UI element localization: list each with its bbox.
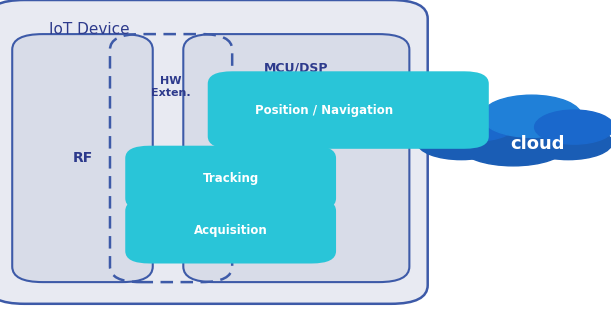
Text: RF: RF bbox=[72, 151, 93, 165]
Text: HW
Exten.: HW Exten. bbox=[152, 76, 191, 98]
Ellipse shape bbox=[461, 129, 565, 166]
Ellipse shape bbox=[535, 110, 611, 144]
Ellipse shape bbox=[417, 126, 505, 160]
Text: cloud: cloud bbox=[510, 135, 565, 153]
FancyBboxPatch shape bbox=[0, 0, 428, 304]
FancyBboxPatch shape bbox=[125, 146, 336, 211]
Ellipse shape bbox=[481, 95, 582, 137]
Text: Tracking: Tracking bbox=[202, 172, 259, 185]
Text: IoT Device: IoT Device bbox=[49, 22, 130, 37]
Ellipse shape bbox=[437, 107, 516, 141]
Ellipse shape bbox=[524, 126, 611, 160]
FancyBboxPatch shape bbox=[125, 198, 336, 264]
Text: Acquisition: Acquisition bbox=[194, 224, 268, 237]
Text: MCU/DSP: MCU/DSP bbox=[264, 62, 329, 75]
FancyBboxPatch shape bbox=[208, 71, 489, 149]
FancyBboxPatch shape bbox=[183, 34, 409, 282]
Text: Position / Navigation: Position / Navigation bbox=[255, 104, 393, 117]
FancyBboxPatch shape bbox=[12, 34, 153, 282]
